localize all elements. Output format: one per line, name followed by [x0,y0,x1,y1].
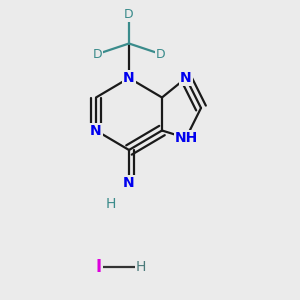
Text: NH: NH [174,131,198,145]
Text: H: H [106,197,116,211]
Text: D: D [93,47,102,61]
Text: N: N [123,176,135,190]
Text: N: N [123,71,135,85]
Text: D: D [156,47,165,61]
Text: N: N [180,71,192,85]
Text: D: D [124,8,134,22]
Text: N: N [90,124,102,137]
Text: H: H [136,260,146,274]
Text: I: I [96,258,102,276]
